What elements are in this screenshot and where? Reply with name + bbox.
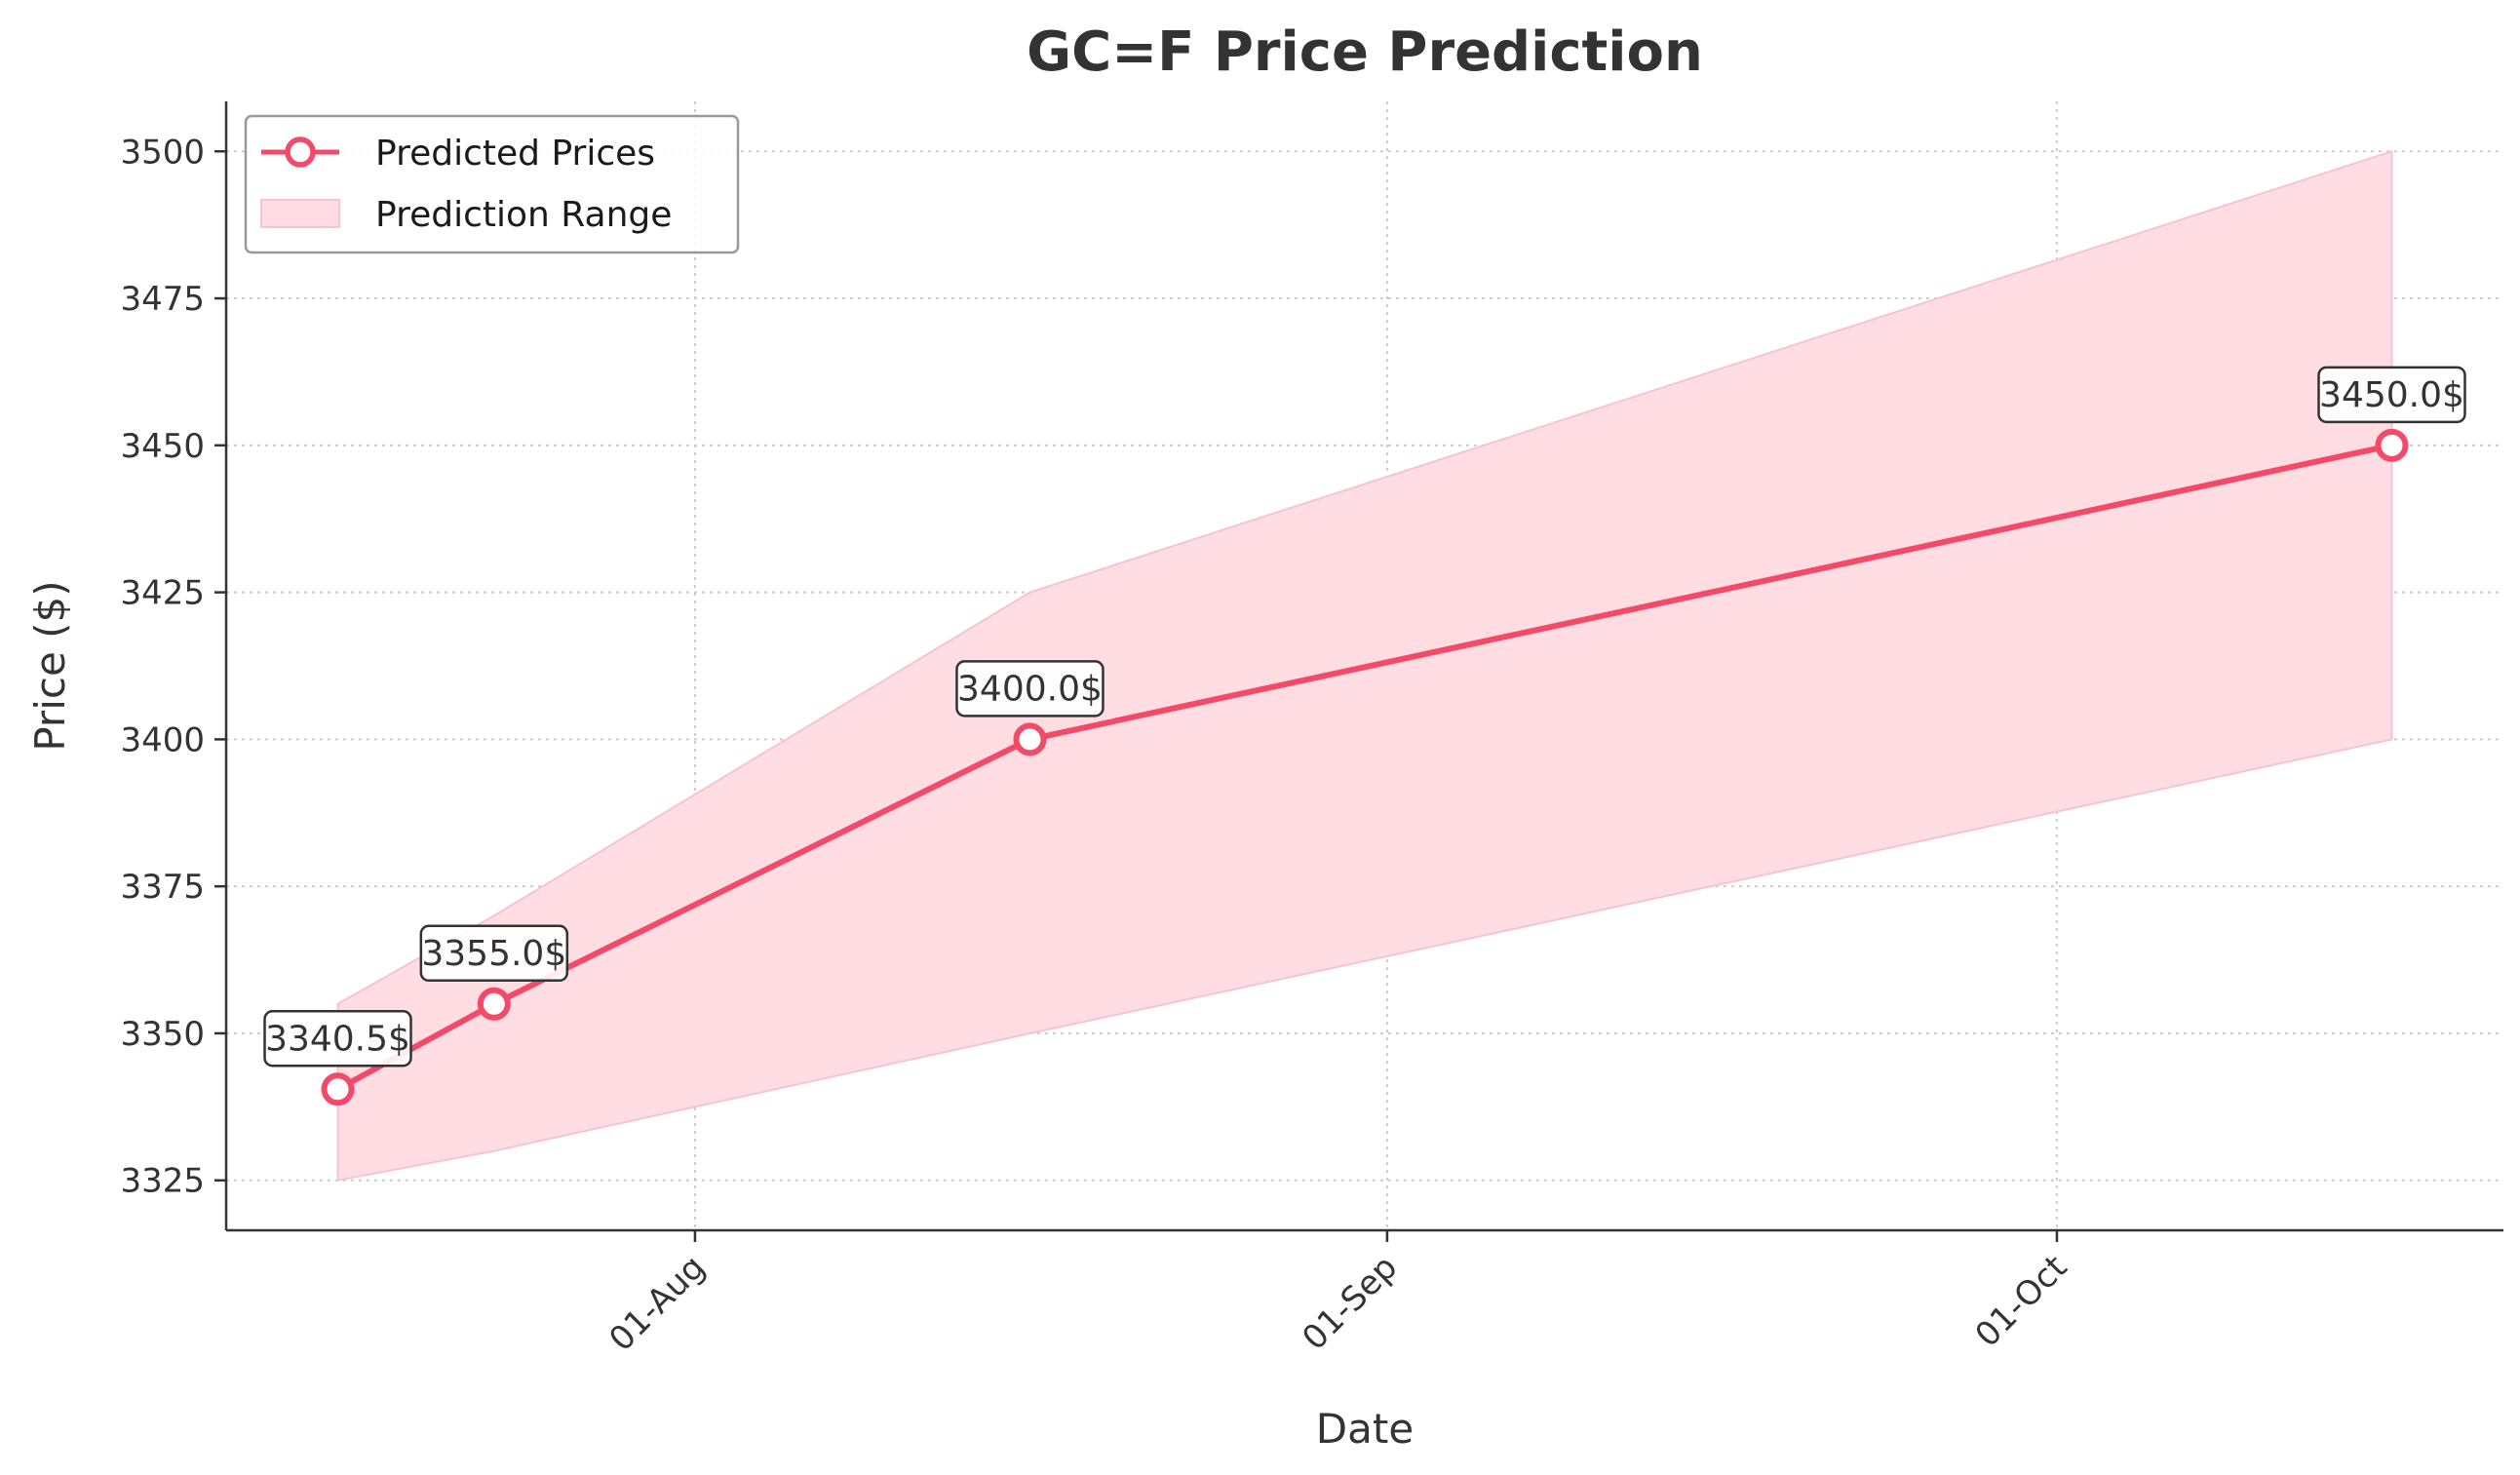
y-tick-label: 3325 bbox=[120, 1162, 205, 1201]
data-point-marker bbox=[1013, 722, 1047, 757]
y-tick-label: 3375 bbox=[120, 868, 205, 907]
data-point-marker bbox=[2375, 428, 2409, 462]
y-axis-label: Price ($) bbox=[26, 580, 74, 751]
y-tick-label: 3500 bbox=[120, 133, 205, 172]
data-label: 3400.0$ bbox=[957, 669, 1103, 709]
legend-frame bbox=[244, 114, 740, 254]
legend-label-prediction-range: Prediction Range bbox=[375, 195, 672, 235]
legend: Predicted Prices Prediction Range bbox=[244, 114, 740, 254]
data-label-box bbox=[2317, 366, 2466, 424]
data-label: 3355.0$ bbox=[421, 934, 566, 974]
y-tick-label: 3475 bbox=[120, 280, 205, 319]
chart-title: GC=F Price Prediction bbox=[1027, 20, 1703, 84]
y-tick-label: 3425 bbox=[120, 574, 205, 613]
legend-band-swatch bbox=[260, 199, 340, 228]
data-label: 3450.0$ bbox=[2319, 375, 2464, 415]
legend-marker-swatch bbox=[285, 136, 316, 168]
predicted-prices-line bbox=[334, 442, 2395, 1093]
data-point-marker bbox=[477, 987, 511, 1021]
data-label: 3340.5$ bbox=[265, 1019, 410, 1059]
data-label-box bbox=[955, 660, 1105, 718]
data-point-marker bbox=[321, 1072, 355, 1106]
legend-label-predicted-prices: Predicted Prices bbox=[375, 134, 655, 174]
data-label-box bbox=[419, 924, 569, 983]
y-tick-label: 3400 bbox=[120, 720, 205, 759]
predicted-prices-series bbox=[321, 428, 2409, 1106]
y-tick-label: 3350 bbox=[120, 1015, 205, 1054]
data-label-layer: 3340.5$ 3355.0$ 3400.0$ 3450.0$ bbox=[263, 366, 2466, 1067]
y-tick-label: 3450 bbox=[120, 427, 205, 466]
x-axis-label: Date bbox=[1316, 1405, 1414, 1453]
data-label-box bbox=[263, 1010, 412, 1067]
